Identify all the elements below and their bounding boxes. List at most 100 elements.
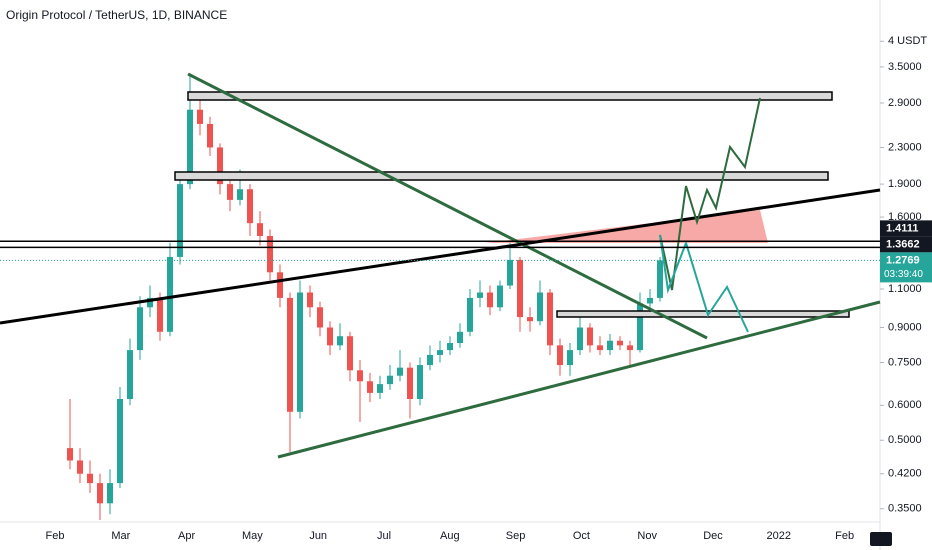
candle-body [137, 307, 143, 351]
candle-body [387, 375, 393, 385]
descending-trendline [187, 72, 708, 340]
x-tick-label: Apr [178, 530, 195, 542]
support-trendline [277, 300, 881, 459]
candles [67, 75, 663, 520]
candle-body [127, 350, 133, 399]
x-tick-label: Aug [440, 530, 460, 542]
candle-body [657, 260, 663, 298]
x-tick-label: Sep [506, 530, 526, 542]
x-tick-label: Mar [111, 530, 130, 542]
bullish-projection [659, 97, 761, 291]
candle-body [487, 292, 493, 308]
candle-body [637, 303, 643, 351]
candle-body [377, 384, 383, 393]
candle-body [357, 370, 363, 382]
y-tick-label: 0.3500 [888, 503, 922, 515]
candle-body [407, 367, 413, 399]
countdown-label: 03:39:40 [884, 269, 923, 280]
y-tick-label: 3.5000 [888, 61, 922, 73]
overlay: 1.3662 1.4111 1.2769 03:39:40 [0, 220, 932, 283]
x-tick-label: Jun [309, 530, 327, 542]
candle-body [347, 336, 353, 371]
candle-body [427, 354, 433, 366]
candle-body [397, 367, 403, 376]
candle-body [337, 336, 343, 346]
candle-body [147, 297, 153, 308]
candle-body [177, 184, 183, 257]
candle-body [607, 340, 613, 351]
y-tick-label: 0.6000 [888, 399, 922, 411]
x-tick-label: Nov [637, 530, 657, 542]
candle-body [277, 272, 283, 298]
candle-body [567, 350, 573, 366]
candle-body [307, 292, 313, 308]
price-level-tag [880, 236, 932, 253]
x-tick-label: Feb [46, 530, 65, 542]
candle-body [587, 327, 593, 346]
support-box [556, 310, 850, 318]
candle-body [437, 350, 443, 355]
candle-body [237, 189, 243, 200]
candle-body [417, 365, 423, 399]
candle-body [67, 448, 73, 461]
y-tick-label: 0.5000 [888, 434, 922, 446]
candle-body [507, 259, 513, 286]
candle-body [287, 297, 293, 412]
candle-body [617, 340, 623, 346]
chart-title: Origin Protocol / TetherUS, 1D, BINANCE [6, 8, 227, 22]
candle-body [477, 292, 483, 298]
candle-body [167, 256, 173, 332]
y-tick-label: 4 USDT [888, 35, 927, 47]
logo-mark [870, 532, 892, 546]
candle-body [267, 235, 273, 273]
candle-body [217, 147, 223, 185]
last-price-label: 1.2769 [886, 254, 920, 266]
candle-body [457, 331, 463, 344]
candle-body [227, 184, 233, 200]
price-level-label: 1.3662 [886, 238, 920, 250]
bearish-projection [659, 234, 749, 333]
candle-body [187, 109, 193, 185]
candle-body [257, 223, 263, 236]
x-tick-label: Feb [835, 530, 854, 542]
y-tick-label: 2.3000 [888, 141, 922, 153]
drawings [0, 72, 881, 459]
candle-body [627, 345, 633, 351]
x-tick-label: Jul [377, 530, 391, 542]
y-tick-label: 1.6000 [888, 211, 922, 223]
y-tick-label: 0.7500 [888, 356, 922, 368]
price-level-tag [880, 220, 932, 237]
x-tick-label: Oct [573, 530, 590, 542]
logo [870, 532, 892, 546]
y-tick-label: 1.1000 [888, 283, 922, 295]
candle-body [247, 189, 253, 224]
candle-body [547, 292, 553, 346]
x-tick-label: Dec [703, 530, 723, 542]
y-tick-label: 0.4200 [888, 468, 922, 480]
candle-body [597, 345, 603, 351]
candle-body [197, 109, 203, 124]
last-price-tag [880, 252, 932, 283]
candle-body [577, 327, 583, 351]
resistance-box [174, 171, 829, 181]
candle-body [207, 123, 213, 148]
candle-body [117, 398, 123, 484]
candle-body [527, 317, 533, 322]
candle-body [297, 292, 303, 412]
candle-body [157, 297, 163, 332]
candle-body [107, 483, 113, 504]
candle-body [537, 292, 543, 322]
candle-body [447, 343, 453, 351]
candle-body [327, 327, 333, 346]
candle-body [517, 259, 523, 318]
candle-body [367, 381, 373, 393]
ascending-trendline [0, 188, 881, 325]
resistance-box [187, 91, 833, 101]
candle-body [497, 285, 503, 308]
y-tick-label: 2.9000 [888, 97, 922, 109]
candle-body [97, 483, 103, 504]
y-tick-label: 0.9000 [888, 321, 922, 333]
candle-body [557, 345, 563, 366]
